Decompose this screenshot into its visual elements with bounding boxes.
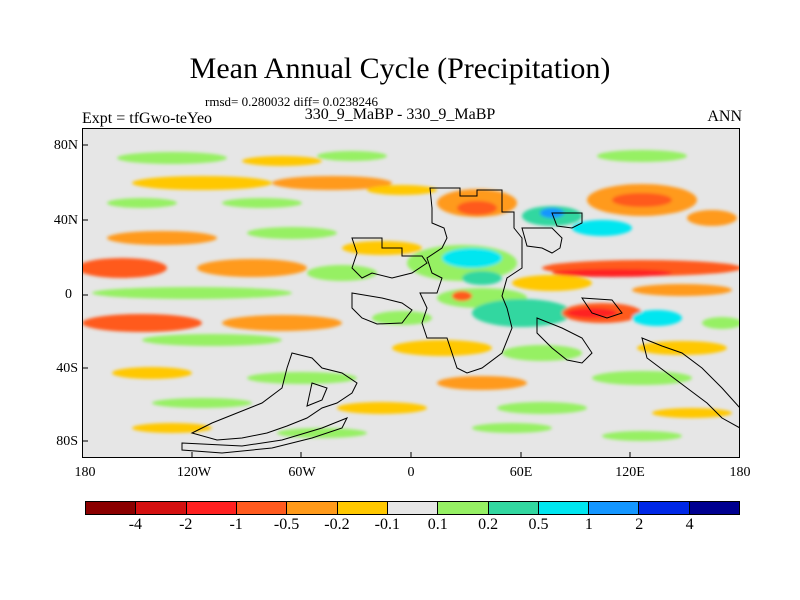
colorbar-label: -4	[128, 516, 143, 533]
experiment-label: Expt = tfGwo-teYeo	[82, 110, 213, 127]
season-label: ANN	[707, 108, 742, 125]
colorbar-swatch	[287, 501, 338, 515]
x-tick-label: 180	[74, 465, 96, 480]
y-tick-label: 40S	[56, 361, 78, 376]
colorbar-label: 1	[584, 516, 593, 533]
chart-title: Mean Annual Cycle (Precipitation)	[189, 52, 611, 85]
colorbar-label: 0.2	[478, 516, 499, 533]
x-tick-label: 120E	[615, 465, 645, 480]
y-tick-label: 80S	[56, 434, 78, 449]
x-tick-label: 120W	[176, 465, 212, 480]
colorbar-label: -2	[179, 516, 193, 533]
colorbar-swatch	[538, 501, 590, 515]
colorbar-swatch	[236, 501, 288, 515]
colorbar-swatch	[589, 501, 640, 515]
comparison-label: 330_9_MaBP - 330_9_MaBP	[304, 106, 496, 123]
precip-anomaly-map	[77, 128, 742, 458]
y-tick-label: 80N	[53, 138, 78, 153]
colorbar-swatch	[85, 501, 137, 515]
colorbar-label: 4	[685, 516, 694, 533]
x-tick-label: 180	[729, 465, 751, 480]
colorbar-label: 2	[635, 516, 644, 533]
colorbar-swatch	[186, 501, 237, 515]
colorbar-label: 0.1	[427, 516, 448, 533]
colorbar-label: -0.2	[324, 516, 350, 533]
colorbar-swatch	[639, 501, 690, 515]
stats-text: rmsd= 0.280032 diff= 0.0238246	[205, 94, 378, 109]
y-tick-label: 40N	[53, 213, 78, 228]
colorbar-label: -0.1	[374, 516, 400, 533]
colorbar-swatch	[136, 501, 187, 515]
colorbar-swatch	[689, 501, 741, 515]
tick-marks	[82, 144, 631, 458]
x-tick-label: 60E	[509, 465, 533, 480]
x-tick-label: 60W	[288, 465, 316, 480]
colorbar-label: 0.5	[528, 516, 549, 533]
anomaly-fields	[77, 150, 742, 441]
x-tick-label: 0	[407, 465, 415, 480]
colorbar	[85, 501, 741, 515]
map-panel	[77, 128, 742, 458]
colorbar-swatch	[387, 501, 439, 515]
colorbar-label: -1	[229, 516, 243, 533]
colorbar-swatch	[438, 501, 489, 515]
colorbar-label: -0.5	[273, 516, 300, 533]
colorbar-swatch	[337, 501, 388, 515]
colorbar-swatch	[488, 501, 539, 515]
y-tick-label: 0	[65, 287, 72, 302]
